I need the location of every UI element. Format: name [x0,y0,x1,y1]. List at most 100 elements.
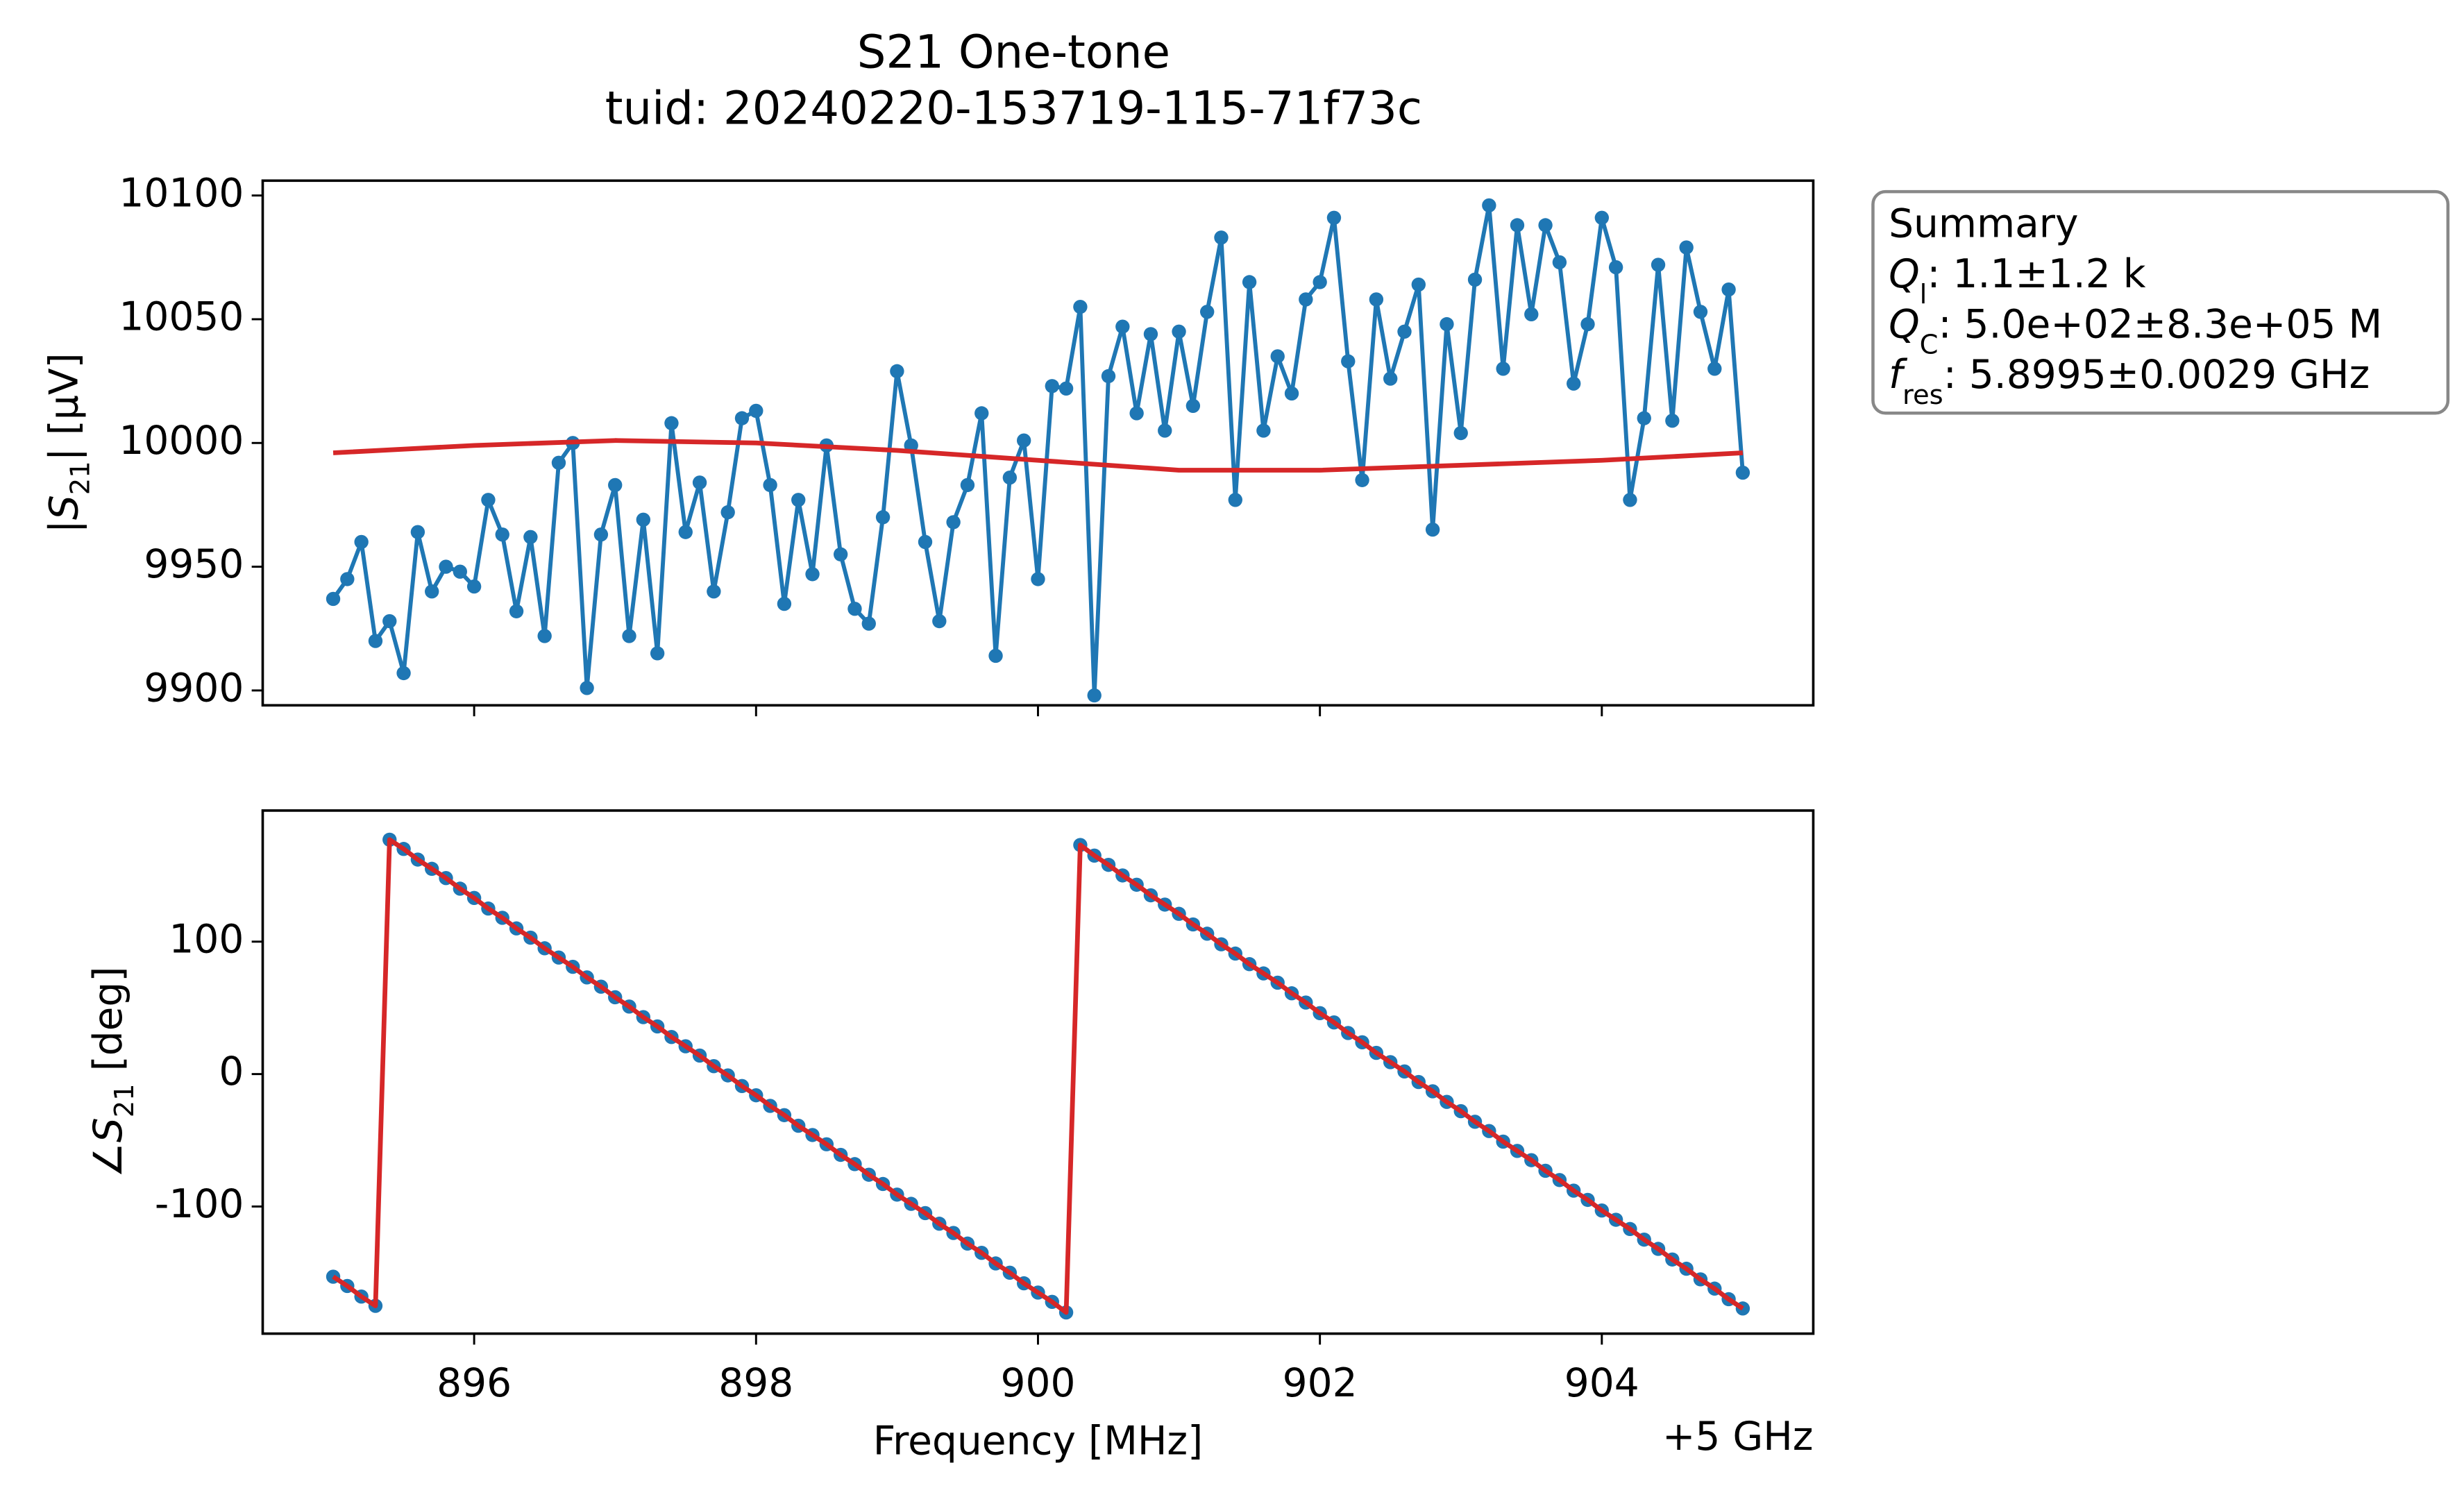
data-point [763,477,777,493]
data-point [1199,305,1215,319]
series-line [332,438,1744,473]
data-point [1510,218,1525,232]
y-tick-label: -100 [155,1181,244,1227]
data-point [1158,423,1172,438]
data-point [777,596,792,611]
data-point [509,604,524,618]
data-point [890,364,904,379]
data-point [439,559,453,574]
data-point [734,411,750,425]
data-point [1326,210,1342,225]
label-text: | [µV] [41,353,87,461]
data-point [1172,324,1186,339]
data-point [974,406,989,421]
data-point [636,512,651,527]
data-point [1228,493,1242,507]
data-point [805,567,820,582]
data-point [1496,362,1510,376]
summary-line: Ql: 1.1±1.2 k [1889,251,2146,310]
data-point [425,584,439,599]
data-point [720,505,735,520]
data-point [988,648,1003,663]
x-tick-label: 900 [1000,1360,1075,1406]
data-point [1369,292,1384,307]
data-point [1623,493,1637,507]
data-point [1637,411,1651,425]
data-point [1383,371,1398,386]
data-point [1129,406,1144,421]
data-point [918,534,933,550]
data-point [664,416,679,430]
data-point [608,477,623,493]
data-point [1665,413,1680,428]
y-tick-label: 10100 [119,170,244,216]
x-tick-label: 904 [1564,1360,1639,1406]
data-point [453,564,468,579]
data-point [1270,349,1285,364]
y-tick-label: 0 [219,1049,244,1094]
data-point [1045,379,1059,394]
data-point [1567,376,1581,391]
data-point [382,614,397,629]
data-point [1242,275,1257,289]
chart-subtitle: tuid: 20240220-153719-115-71f73c [605,83,1422,135]
label-text: : 5.0e+02±8.3e+05 M [1939,302,2383,348]
data-point [1693,305,1708,319]
data-point [1524,307,1539,322]
data-point [326,591,341,607]
data-point [1538,218,1553,232]
label-text: [deg] [85,967,131,1084]
y-tick-label: 9900 [144,665,244,711]
data-point [551,455,566,470]
label-symbol: Q [1889,251,1920,297]
label-symbol: S [41,495,87,520]
data-point [749,403,763,418]
data-point [1087,688,1102,703]
data-point [1031,572,1045,586]
data-point [1002,471,1018,485]
data-point [1707,362,1722,376]
data-point [537,629,552,643]
summary-line: QC: 5.0e+02±8.3e+05 M [1889,302,2382,360]
data-point [1115,319,1130,334]
summary-title: Summary [1889,201,2078,247]
label-subscript: res [1902,380,1943,411]
data-point [396,666,411,681]
data-point [1313,275,1327,289]
data-point [580,681,594,695]
data-point [1608,260,1623,275]
data-point [523,530,538,544]
data-point [368,634,383,648]
data-point [875,510,891,525]
label-text: : 5.8995±0.0029 GHz [1943,352,2370,398]
y-axis-label: ∠S21 [deg] [85,967,140,1178]
label-subscript: 21 [109,1083,140,1117]
data-point [1073,299,1088,314]
data-point [622,629,636,643]
data-point [1425,522,1440,537]
data-point [466,579,482,594]
y-axis-label: |S21| [µV] [41,353,96,533]
data-point [1735,465,1750,480]
data-point [847,602,862,616]
data-point [650,646,665,661]
data-point [1143,327,1158,341]
label-subscript: l [1920,279,1927,310]
data-point [410,525,425,539]
y-tick-label: 9950 [144,541,244,587]
summary-line: fres: 5.8995±0.0029 GHz [1889,352,2370,410]
data-point [495,527,509,542]
summary-box [1871,189,2450,415]
y-tick-label: 10000 [119,418,244,464]
data-point [1467,272,1483,287]
data-point [340,572,355,586]
data-point [932,614,947,629]
data-point [1482,198,1496,213]
data-point [960,477,975,493]
label-text: : 1.1±1.2 k [1927,251,2145,297]
x-tick-label: 896 [437,1360,512,1406]
label-prefix: | [41,520,87,533]
data-point [1058,381,1074,396]
data-point [1397,324,1412,339]
